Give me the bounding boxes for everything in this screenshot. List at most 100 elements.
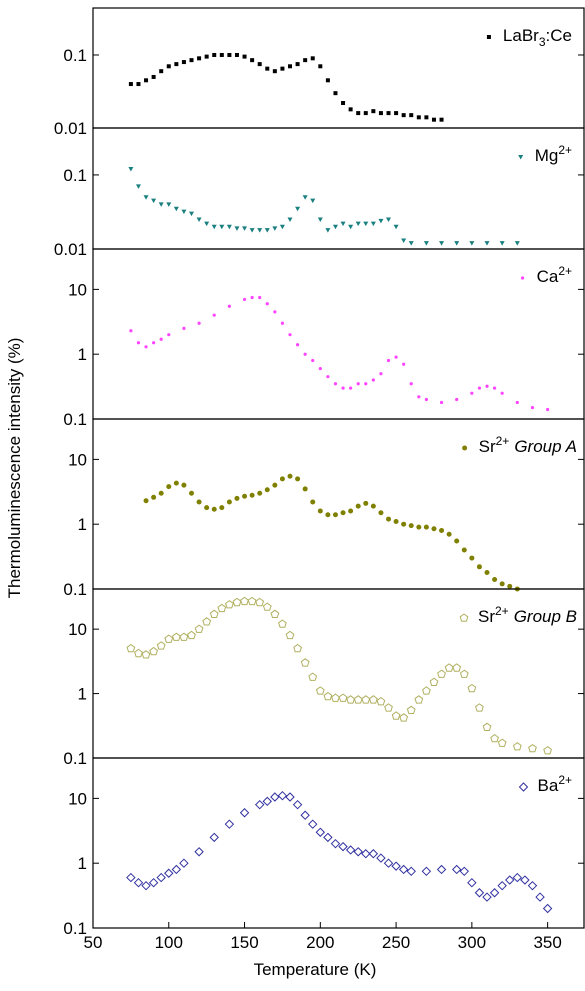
data-point (431, 117, 436, 122)
data-point (196, 217, 202, 223)
x-tick-label: 300 (458, 933, 486, 952)
data-point (308, 819, 318, 829)
data-point (173, 206, 179, 212)
data-point (159, 337, 163, 341)
data-point (272, 69, 277, 74)
data-point (144, 78, 149, 83)
data-point (348, 508, 354, 514)
y-tick-label: 1 (78, 515, 87, 534)
data-point (530, 405, 535, 410)
data-point (148, 877, 159, 888)
data-point (264, 487, 270, 493)
data-point (166, 64, 171, 69)
data-point (439, 241, 445, 246)
data-point (226, 499, 232, 505)
data-point (331, 693, 340, 702)
y-tick-label: 10 (68, 789, 87, 808)
data-point (394, 111, 399, 116)
data-point (136, 341, 141, 345)
data-point (173, 480, 179, 486)
data-point (285, 792, 295, 802)
data-point (143, 498, 149, 504)
series-markers (129, 295, 550, 412)
data-point (196, 499, 202, 505)
data-point (302, 195, 308, 200)
data-point (326, 375, 330, 379)
data-point (164, 868, 174, 878)
data-point (311, 358, 315, 363)
data-point (341, 386, 345, 390)
data-point (232, 597, 242, 607)
data-point (179, 632, 189, 641)
data-point (325, 78, 330, 83)
data-point (295, 206, 301, 212)
data-point (255, 597, 265, 607)
x-tick-label: 350 (533, 933, 561, 952)
data-point (224, 819, 235, 829)
data-point (181, 209, 187, 215)
data-point (249, 492, 255, 498)
data-point (349, 386, 353, 390)
data-point (459, 669, 469, 678)
data-point (257, 490, 263, 496)
data-point (394, 355, 398, 359)
data-point (346, 695, 355, 704)
data-point (133, 877, 144, 888)
data-point (211, 506, 217, 512)
legend-text: LaBr (503, 26, 539, 45)
data-point (302, 486, 308, 492)
data-point (371, 109, 376, 114)
data-point (287, 473, 293, 479)
data-point (499, 581, 505, 587)
data-point (219, 505, 225, 511)
y-tick-label: 1 (78, 345, 87, 364)
data-point (477, 386, 482, 390)
data-point (484, 241, 490, 246)
legend-marker (518, 155, 524, 160)
panel-frame (92, 757, 585, 929)
data-point (379, 372, 383, 376)
data-point (265, 66, 270, 71)
data-point (527, 880, 538, 891)
data-point (158, 490, 164, 496)
data-point (171, 632, 181, 641)
data-point (212, 52, 217, 57)
data-point (535, 892, 545, 902)
legend-text: 2+ (558, 143, 572, 157)
panel-frame (92, 127, 585, 250)
legend-text: Sr (479, 437, 496, 456)
x-tick-label: 100 (155, 933, 183, 952)
data-point (300, 810, 310, 820)
panel-frame (92, 418, 585, 590)
data-point (341, 100, 346, 105)
data-point (500, 391, 504, 395)
data-point (279, 476, 285, 482)
data-point (270, 609, 280, 618)
series-markers (126, 596, 552, 755)
data-point (340, 510, 346, 516)
data-point (257, 228, 263, 233)
data-point (262, 796, 272, 807)
data-point (187, 630, 196, 640)
data-point (197, 56, 202, 61)
data-point (315, 686, 325, 695)
data-point (189, 58, 194, 63)
data-point (242, 493, 248, 499)
data-point (303, 58, 308, 63)
data-point (126, 643, 136, 653)
data-point (234, 495, 240, 501)
data-point (398, 864, 409, 875)
data-point (239, 808, 250, 818)
data-point (416, 115, 421, 120)
data-point (226, 224, 232, 230)
data-point (467, 683, 477, 693)
legend-marker (486, 35, 491, 39)
data-point (409, 382, 413, 386)
data-point (451, 864, 462, 875)
data-point (452, 663, 462, 672)
data-point (416, 524, 422, 530)
data-point (189, 211, 195, 217)
data-point (149, 646, 158, 656)
y-tick-label: 0.1 (63, 919, 87, 938)
data-point (310, 56, 315, 61)
